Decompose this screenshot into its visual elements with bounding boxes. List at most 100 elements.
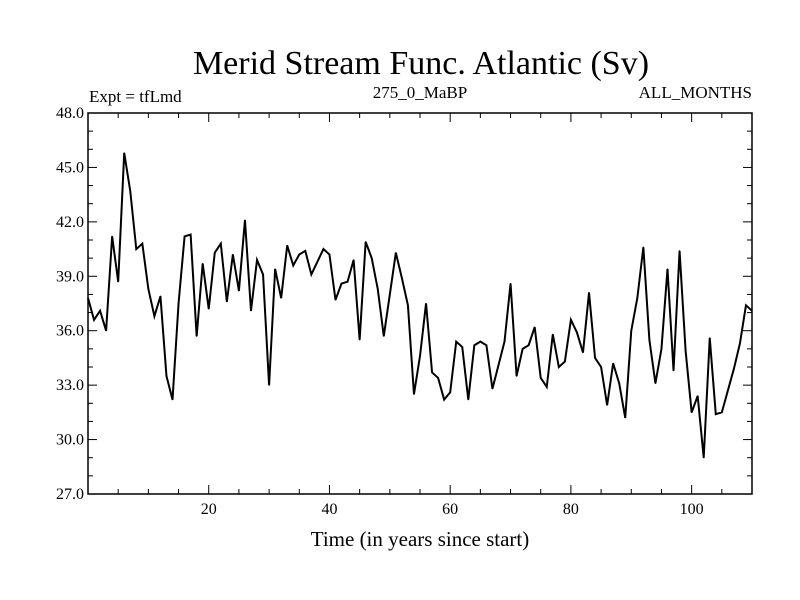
data-point — [642, 246, 644, 248]
data-point — [238, 290, 240, 292]
data-point — [721, 411, 723, 413]
data-point — [461, 346, 463, 348]
data-point — [528, 344, 530, 346]
data-point — [515, 375, 518, 377]
data-point — [691, 411, 693, 413]
data-point — [540, 377, 542, 379]
data-point — [250, 310, 252, 312]
data-point — [220, 243, 222, 245]
data-point — [497, 364, 500, 366]
data-point — [365, 241, 367, 243]
x-tick-label: 20 — [201, 501, 217, 518]
data-point — [153, 315, 155, 317]
x-tick-label: 40 — [321, 501, 337, 518]
data-point — [612, 362, 614, 364]
data-point — [395, 252, 397, 254]
data-point — [648, 339, 650, 341]
data-point — [727, 389, 729, 392]
data-point — [534, 326, 536, 328]
data-point — [129, 190, 131, 192]
chart-title: Merid Stream Func. Atlantic (Sv) — [193, 45, 649, 82]
data-point — [449, 391, 451, 393]
data-point — [286, 244, 288, 247]
data-point — [419, 355, 421, 357]
period-label: 275_0_MaBP — [373, 83, 467, 102]
x-tick-label: 80 — [563, 501, 579, 518]
data-point — [202, 262, 204, 265]
data-point — [268, 384, 270, 386]
data-point — [256, 259, 258, 261]
data-point — [346, 281, 349, 283]
data-point — [733, 368, 735, 370]
data-point — [401, 277, 403, 279]
data-point — [473, 344, 475, 346]
data-point — [588, 292, 590, 294]
data-point — [576, 331, 578, 334]
data-point — [546, 386, 548, 388]
data-point — [316, 261, 318, 263]
data-point — [190, 233, 192, 236]
data-point — [624, 417, 626, 419]
data-point — [208, 308, 210, 310]
data-point — [703, 457, 705, 459]
data-point — [425, 302, 427, 305]
data-point — [105, 330, 107, 332]
data-point — [171, 399, 174, 401]
y-tick-label: 42.0 — [56, 214, 84, 231]
data-point — [359, 339, 361, 341]
data-point — [371, 257, 373, 259]
data-point — [594, 357, 596, 359]
data-point — [606, 404, 608, 406]
data-point — [715, 413, 717, 415]
data-point — [117, 281, 119, 283]
data-point — [226, 301, 228, 303]
data-point — [431, 371, 433, 374]
data-point — [389, 293, 391, 296]
data-point — [322, 248, 325, 250]
data-point — [383, 335, 385, 337]
series-line — [87, 152, 753, 458]
data-point — [503, 341, 506, 343]
data-point — [570, 319, 572, 321]
data-point — [413, 393, 415, 395]
data-point — [666, 268, 669, 270]
data-point — [310, 273, 312, 276]
data-point — [340, 282, 343, 285]
data-point — [183, 235, 186, 237]
data-point — [709, 337, 711, 339]
data-point — [552, 333, 554, 335]
y-tick-label: 33.0 — [56, 377, 84, 394]
data-point — [564, 360, 566, 363]
y-tick-label: 39.0 — [56, 268, 84, 285]
data-point — [582, 351, 584, 354]
data-point — [745, 304, 747, 306]
data-point — [678, 250, 681, 252]
data-point — [660, 348, 663, 350]
data-point — [485, 344, 487, 346]
data-point — [467, 399, 469, 401]
data-point — [196, 335, 198, 337]
data-point — [600, 366, 602, 368]
data-point — [455, 341, 457, 343]
data-point — [479, 341, 481, 343]
data-point — [304, 250, 306, 252]
data-point — [111, 235, 113, 237]
y-tick-label: 48.0 — [56, 105, 84, 122]
data-point — [697, 395, 699, 397]
data-point — [274, 268, 276, 270]
data-point — [407, 304, 409, 306]
data-point — [654, 382, 657, 384]
data-point — [177, 302, 180, 305]
data-point — [437, 377, 439, 379]
data-points — [87, 152, 753, 459]
data-point — [328, 253, 331, 256]
experiment-label: Expt = tfLmd — [89, 87, 182, 106]
y-tick-label: 27.0 — [56, 486, 84, 503]
data-point — [636, 297, 638, 299]
data-point — [491, 388, 494, 390]
months-label: ALL_MONTHS — [639, 83, 752, 102]
data-point — [123, 152, 125, 154]
data-point — [232, 253, 234, 256]
plot-frame — [87, 112, 753, 495]
